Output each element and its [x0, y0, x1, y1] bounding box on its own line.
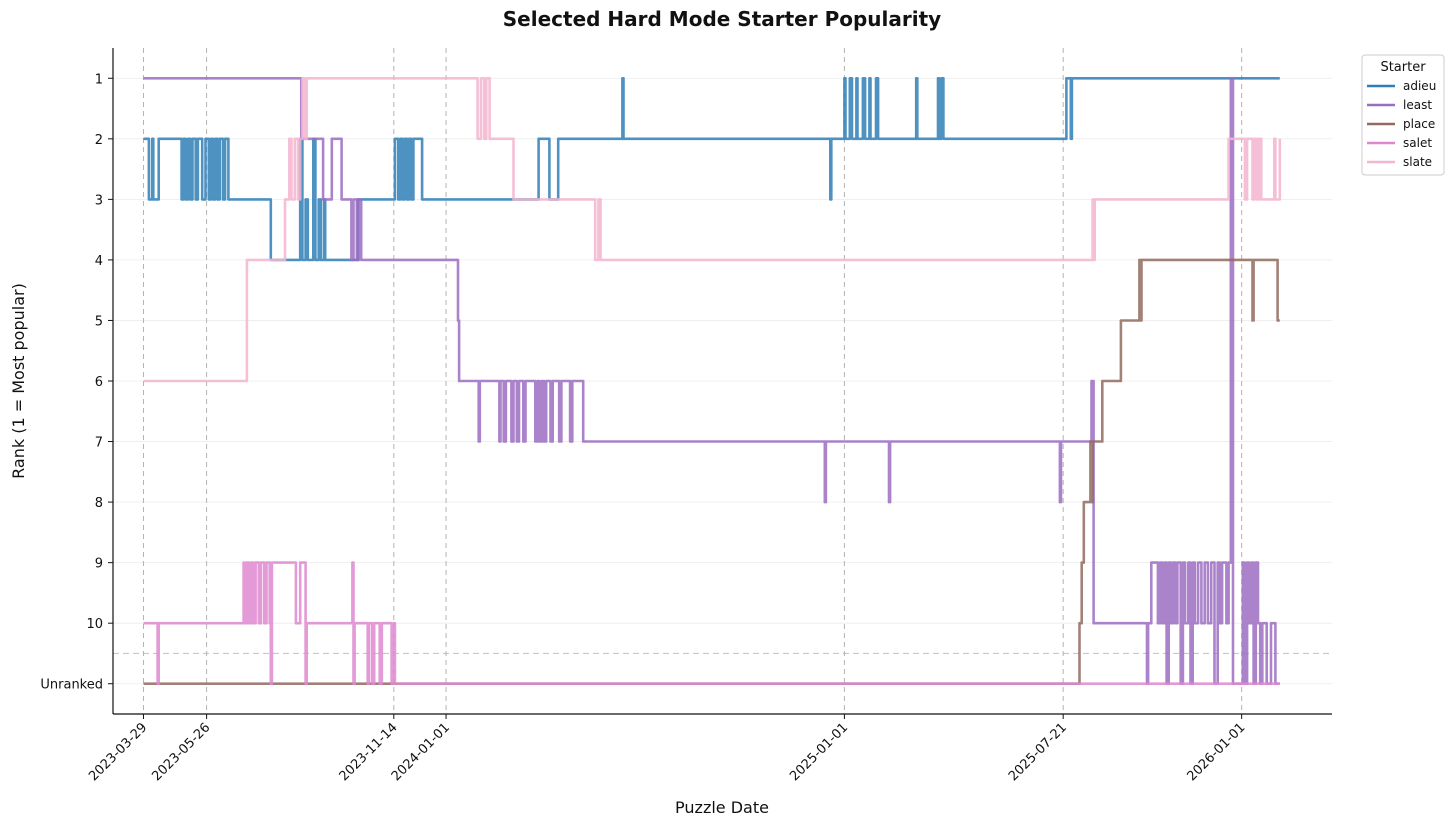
- y-tick-label: 6: [95, 375, 103, 390]
- legend-label-adieu: adieu: [1403, 79, 1436, 93]
- series-line-place: [143, 258, 1280, 685]
- series-line-slate: [143, 77, 1282, 383]
- series-line-salet: [143, 561, 1280, 685]
- legend-label-salet: salet: [1403, 136, 1432, 150]
- legend-title: Starter: [1380, 60, 1426, 75]
- y-tick-label: 2: [95, 133, 103, 148]
- series-line-least: [143, 77, 1280, 685]
- chart-title: Selected Hard Mode Starter Popularity: [503, 7, 941, 31]
- legend-label-least: least: [1403, 98, 1432, 112]
- y-tick-label: 10: [86, 617, 103, 632]
- y-tick-label: 4: [95, 254, 103, 269]
- y-tick-label: 5: [95, 314, 103, 329]
- legend-label-slate: slate: [1403, 155, 1432, 169]
- y-tick-label: Unranked: [40, 678, 103, 693]
- y-tick-label: 3: [95, 193, 103, 208]
- legend-label-place: place: [1403, 117, 1435, 131]
- series-layer: [143, 77, 1282, 685]
- y-tick-label: 8: [95, 496, 103, 511]
- y-tick-label: 9: [95, 557, 103, 572]
- legend-items: adieu least place salet slate: [1367, 79, 1436, 169]
- y-axis-label: Rank (1 = Most popular): [9, 283, 28, 479]
- legend: Starter adieu least place salet slate: [1361, 54, 1445, 176]
- y-tick-label: 7: [95, 436, 103, 451]
- series-line-adieu: [143, 77, 1280, 262]
- y-tick-label: 1: [95, 72, 103, 87]
- x-axis-label: Puzzle Date: [675, 798, 769, 817]
